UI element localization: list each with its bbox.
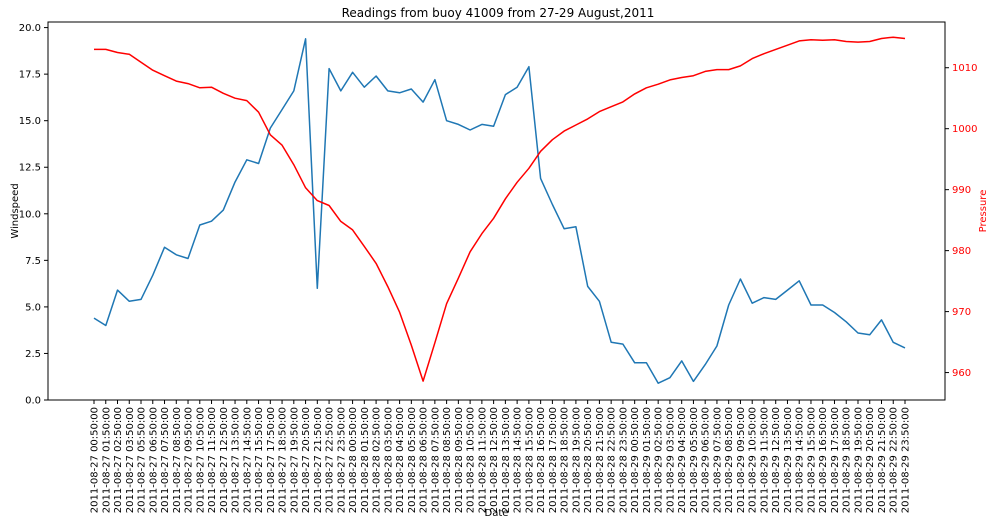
axes: 0.0 2.5 5.0 7.5 10.0 12.5 15.0 17.5 20.0 960 970 98… — [19, 23, 978, 513]
x-tick-label: 2011-08-28 13:50:00 — [501, 407, 512, 513]
x-tick-label: 2011-08-27 19:50:00 — [289, 407, 300, 513]
x-tick-label: 2011-08-28 21:50:00 — [595, 407, 606, 513]
x-tick-label: 2011-08-29 08:50:00 — [724, 407, 735, 513]
x-tick-label: 2011-08-27 11:50:00 — [207, 407, 218, 513]
y-tick-label-right: 1000 — [952, 124, 977, 135]
y-tick-label-right: 970 — [952, 307, 971, 318]
x-tick-label: 2011-08-27 22:50:00 — [325, 407, 336, 513]
y-tick-label-left: 10.0 — [19, 209, 41, 220]
x-tick-label: 2011-08-29 10:50:00 — [748, 407, 759, 513]
x-tick-label: 2011-08-28 09:50:00 — [454, 407, 465, 513]
y-tick-label-left: 7.5 — [25, 256, 41, 267]
x-tick-label: 2011-08-27 21:50:00 — [313, 407, 324, 513]
x-tick-label: 2011-08-29 05:50:00 — [689, 407, 700, 513]
x-tick-label: 2011-08-27 15:50:00 — [254, 407, 265, 513]
x-tick-label: 2011-08-28 04:50:00 — [395, 407, 406, 513]
y-tick-label-right: 980 — [952, 246, 971, 257]
x-tick-label: 2011-08-28 19:50:00 — [571, 407, 582, 513]
x-tick-label: 2011-08-28 18:50:00 — [560, 407, 571, 513]
x-tick-label: 2011-08-29 13:50:00 — [783, 407, 794, 513]
y-axis-title-left: Windspeed — [10, 183, 21, 238]
x-tick-label: 2011-08-28 22:50:00 — [607, 407, 618, 513]
x-tick-label: 2011-08-29 17:50:00 — [830, 407, 841, 513]
x-tick-label: 2011-08-29 12:50:00 — [771, 407, 782, 513]
y-tick-label-left: 15.0 — [19, 116, 41, 127]
x-tick-label: 2011-08-29 09:50:00 — [736, 407, 747, 513]
x-tick-label: 2011-08-27 10:50:00 — [195, 407, 206, 513]
y-tick-label-right: 960 — [952, 368, 971, 379]
y-tick-label-left: 5.0 — [25, 302, 41, 313]
x-tick-label: 2011-08-28 11:50:00 — [477, 407, 488, 513]
x-tick-label: 2011-08-29 06:50:00 — [701, 407, 712, 513]
x-tick-label: 2011-08-27 01:50:00 — [101, 407, 112, 513]
x-tick-label: 2011-08-28 05:50:00 — [407, 407, 418, 513]
x-tick-label: 2011-08-27 20:50:00 — [301, 407, 312, 513]
y-tick-label-right: 990 — [952, 185, 971, 196]
x-tick-label: 2011-08-29 01:50:00 — [642, 407, 653, 513]
x-tick-label: 2011-08-28 02:50:00 — [372, 407, 383, 513]
x-tick-label: 2011-08-28 08:50:00 — [442, 407, 453, 513]
x-tick-label: 2011-08-27 07:50:00 — [160, 407, 171, 513]
series-line-windspeed — [93, 38, 906, 384]
x-tick-label: 2011-08-27 02:50:00 — [113, 407, 124, 513]
x-tick-label: 2011-08-29 15:50:00 — [806, 407, 817, 513]
x-tick-label: 2011-08-29 16:50:00 — [818, 407, 829, 513]
x-tick-label: 2011-08-28 15:50:00 — [524, 407, 535, 513]
x-tick-label: 2011-08-29 20:50:00 — [865, 407, 876, 513]
x-tick-label: 2011-08-29 19:50:00 — [853, 407, 864, 513]
x-tick-label: 2011-08-28 23:50:00 — [618, 407, 629, 513]
y-tick-label-left: 0.0 — [25, 396, 41, 407]
x-tick-label: 2011-08-29 04:50:00 — [677, 407, 688, 513]
x-tick-label: 2011-08-28 10:50:00 — [466, 407, 477, 513]
chart-title: Readings from buoy 41009 from 27-29 Augu… — [342, 6, 655, 20]
x-tick-label: 2011-08-28 20:50:00 — [583, 407, 594, 513]
x-tick-label: 2011-08-29 22:50:00 — [889, 407, 900, 513]
x-tick-label: 2011-08-28 03:50:00 — [383, 407, 394, 513]
x-tick-label: 2011-08-27 14:50:00 — [242, 407, 253, 513]
x-tick-label: 2011-08-28 12:50:00 — [489, 407, 500, 513]
x-tick-label: 2011-08-27 03:50:00 — [125, 407, 136, 513]
x-tick-label: 2011-08-29 00:50:00 — [630, 407, 641, 513]
x-tick-label: 2011-08-27 05:50:00 — [137, 407, 148, 513]
plot-frame — [47, 21, 946, 401]
y-tick-label-left: 12.5 — [19, 163, 41, 174]
x-tick-label: 2011-08-28 17:50:00 — [548, 407, 559, 513]
x-tick-label: 2011-08-27 12:50:00 — [219, 407, 230, 513]
y-tick-label-left: 20.0 — [19, 23, 41, 34]
x-tick-label: 2011-08-28 00:50:00 — [348, 407, 359, 513]
x-tick-label: 2011-08-29 02:50:00 — [654, 407, 665, 513]
x-tick-label: 2011-08-27 09:50:00 — [184, 407, 195, 513]
x-tick-label: 2011-08-29 11:50:00 — [759, 407, 770, 513]
x-tick-label: 2011-08-29 18:50:00 — [842, 407, 853, 513]
x-tick-label: 2011-08-29 21:50:00 — [877, 407, 888, 513]
x-axis-title: Date — [485, 508, 509, 519]
x-tick-label: 2011-08-27 00:50:00 — [90, 407, 101, 513]
x-tick-label: 2011-08-27 13:50:00 — [231, 407, 242, 513]
x-tick-label: 2011-08-29 07:50:00 — [712, 407, 723, 513]
x-tick-label: 2011-08-29 23:50:00 — [901, 407, 912, 513]
x-tick-label: 2011-08-27 06:50:00 — [148, 407, 159, 513]
x-tick-label: 2011-08-28 06:50:00 — [419, 407, 430, 513]
y-tick-label-left: 17.5 — [19, 70, 41, 81]
x-tick-label: 2011-08-29 03:50:00 — [665, 407, 676, 513]
x-tick-label: 2011-08-29 14:50:00 — [795, 407, 806, 513]
y-axis-title-right: Pressure — [978, 190, 989, 233]
x-tick-label: 2011-08-27 23:50:00 — [336, 407, 347, 513]
x-tick-label: 2011-08-27 08:50:00 — [172, 407, 183, 513]
x-tick-label: 2011-08-28 01:50:00 — [360, 407, 371, 513]
x-tick-label: 2011-08-27 17:50:00 — [266, 407, 277, 513]
y-tick-label-right: 1010 — [952, 63, 977, 74]
x-tick-label: 2011-08-28 14:50:00 — [513, 407, 524, 513]
y-tick-label-left: 2.5 — [25, 349, 41, 360]
series-layer — [93, 36, 906, 384]
series-line-pressure — [94, 36, 906, 382]
x-tick-label: 2011-08-28 16:50:00 — [536, 407, 547, 513]
x-tick-label: 2011-08-27 18:50:00 — [278, 407, 289, 513]
x-tick-label: 2011-08-28 07:50:00 — [430, 407, 441, 513]
